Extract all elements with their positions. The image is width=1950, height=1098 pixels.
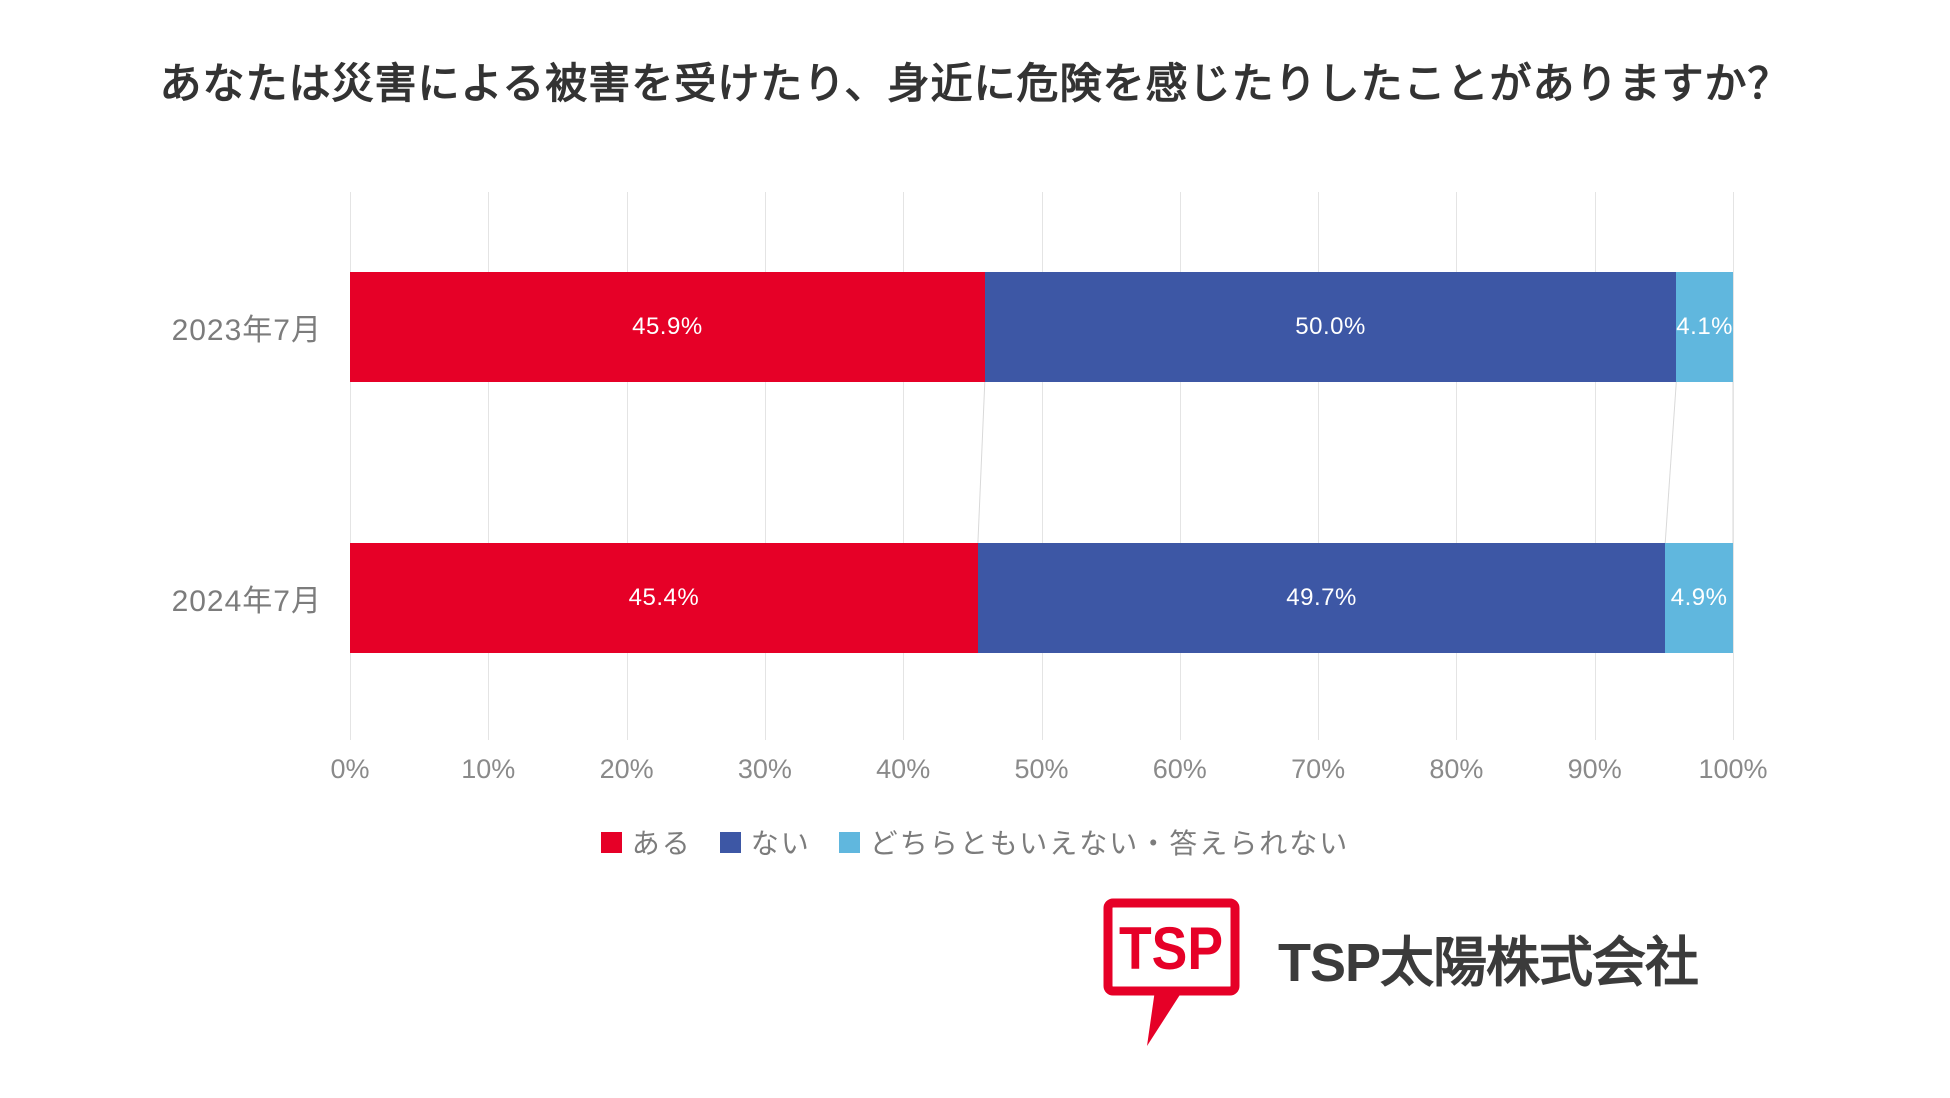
chart-title: あなたは災害による被害を受けたり、身近に危険を感じたりしたことがありますか？ xyxy=(159,60,1791,107)
x-tick-label: 100% xyxy=(1698,754,1768,784)
bar-segment-2: 49.7% xyxy=(977,543,1666,653)
x-tick-label: 50% xyxy=(1014,754,1069,784)
legend-item: ある xyxy=(600,822,692,862)
bar-segment-3: 4.9% xyxy=(1665,543,1733,653)
bar-row: 45.9% 50.0% 4.1% xyxy=(350,272,1733,382)
gridline xyxy=(1179,192,1181,740)
bar-value-label: 4.1% xyxy=(1676,313,1733,340)
gridline xyxy=(626,192,628,740)
gridline xyxy=(1594,192,1596,740)
category-label: 2023年7月 xyxy=(171,314,322,347)
bar-row: 45.4% 49.7% 4.9% xyxy=(350,543,1733,653)
legend-swatch xyxy=(600,831,622,853)
legend-swatch xyxy=(838,831,860,853)
gridline xyxy=(1456,192,1458,740)
company-name: TSP太陽株式会社 xyxy=(1278,932,1699,993)
gridline xyxy=(1041,192,1043,740)
x-tick-label: 30% xyxy=(737,754,792,784)
bar-value-label: 45.9% xyxy=(632,313,703,340)
x-tick-label: 10% xyxy=(461,754,516,784)
gridline xyxy=(1318,192,1320,740)
x-tick-label: 0% xyxy=(330,754,370,784)
bar-segment-3: 4.1% xyxy=(1676,272,1733,382)
x-tick-label: 70% xyxy=(1291,754,1346,784)
chart-legend: ある ない どちらともいえない・答えられない xyxy=(0,822,1950,862)
x-tick-label: 60% xyxy=(1152,754,1207,784)
gridline xyxy=(350,192,351,740)
x-tick-label: 20% xyxy=(599,754,654,784)
connector-line xyxy=(977,381,986,544)
legend-item: どちらともいえない・答えられない xyxy=(838,822,1350,862)
category-label: 2024年7月 xyxy=(171,585,322,618)
legend-label: ない xyxy=(750,828,811,859)
bar-value-label: 49.7% xyxy=(1286,584,1357,611)
bar-segment-1: 45.9% xyxy=(350,272,985,382)
legend-swatch xyxy=(719,831,741,853)
tsp-logo: TSP xyxy=(1103,898,1240,1048)
x-tick-label: 80% xyxy=(1429,754,1484,784)
logo-bubble-tail xyxy=(1147,990,1183,1046)
legend-item: ない xyxy=(719,822,811,862)
bar-value-label: 4.9% xyxy=(1670,584,1728,611)
bar-segment-1: 45.4% xyxy=(350,543,978,653)
plot-area: 45.9% 50.0% 4.1% 45.4% 49.7% 4.9% xyxy=(350,192,1734,740)
gridline xyxy=(903,192,905,740)
gridline xyxy=(764,192,766,740)
gridline xyxy=(488,192,490,740)
legend-label: ある xyxy=(631,828,692,859)
logo-text: TSP xyxy=(1119,915,1223,982)
legend-label: どちらともいえない・答えられない xyxy=(869,828,1350,859)
x-tick-label: 90% xyxy=(1567,754,1622,784)
bar-segment-2: 50.0% xyxy=(984,272,1677,382)
x-tick-label: 40% xyxy=(876,754,931,784)
bar-value-label: 50.0% xyxy=(1295,313,1366,340)
bar-value-label: 45.4% xyxy=(628,584,700,611)
gridline xyxy=(1733,192,1734,740)
connector-line xyxy=(1664,381,1677,544)
